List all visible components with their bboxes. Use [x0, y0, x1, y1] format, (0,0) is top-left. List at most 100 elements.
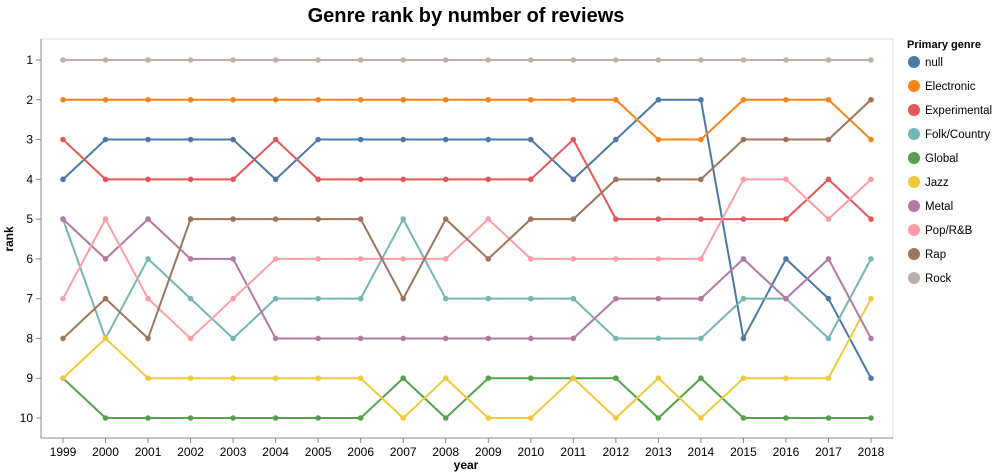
data-point-jazz	[357, 375, 364, 382]
series-jazz	[60, 295, 874, 421]
data-point-jazz	[272, 375, 279, 382]
data-point-pop-r-b	[570, 256, 577, 262]
data-point-metal	[400, 335, 407, 342]
data-point-rock	[357, 57, 364, 63]
y-tick-label: 4	[26, 172, 33, 186]
data-point-rock	[400, 57, 407, 63]
legend-label-null: null	[925, 57, 943, 69]
data-point-null	[60, 176, 66, 183]
data-point-rap	[230, 216, 236, 222]
data-point-global	[825, 415, 832, 421]
data-point-global	[315, 415, 321, 421]
data-point-electronic	[655, 136, 662, 143]
data-point-pop-r-b	[698, 256, 704, 262]
x-tick-label: 1999	[50, 445, 77, 459]
data-point-pop-r-b	[272, 256, 279, 262]
data-point-metal	[230, 256, 236, 262]
data-point-rap	[187, 216, 194, 222]
x-tick-label: 2003	[220, 445, 247, 459]
data-point-pop-r-b	[442, 256, 449, 262]
legend-swatch-pop-r-b	[908, 224, 920, 236]
legend-item-metal: Metal	[908, 200, 953, 213]
legend-label-metal: Metal	[925, 201, 953, 213]
data-point-experimental	[230, 176, 236, 183]
data-point-rock	[102, 57, 109, 63]
legend-label-electronic: Electronic	[925, 81, 976, 93]
data-point-folk-country	[230, 335, 236, 342]
legend-item-jazz: Jazz	[908, 176, 949, 189]
series-line-electronic	[63, 98, 872, 141]
data-point-folk-country	[868, 256, 874, 262]
data-point-experimental	[783, 216, 789, 222]
data-point-rap	[357, 216, 364, 222]
data-point-global	[102, 415, 109, 421]
data-point-metal	[187, 256, 194, 262]
data-point-jazz	[442, 375, 449, 382]
legend-swatch-electronic	[908, 80, 920, 92]
data-point-experimental	[357, 176, 364, 183]
data-point-null	[698, 96, 704, 103]
legend-label-rock: Rock	[925, 273, 951, 285]
data-point-experimental	[442, 176, 449, 183]
legend-items: null Electronic Experimental Folk/Country Gl…	[908, 56, 992, 285]
data-point-experimental	[613, 216, 619, 222]
data-point-folk-country	[698, 335, 704, 342]
data-point-global	[230, 415, 236, 421]
data-point-electronic	[400, 96, 407, 103]
y-tick-label: 8	[26, 331, 33, 345]
data-point-jazz	[613, 415, 619, 421]
x-tick-label: 2001	[135, 445, 162, 459]
data-point-jazz	[698, 415, 704, 421]
x-tick-label: 2007	[390, 445, 417, 459]
x-tick-label: 2017	[815, 445, 842, 459]
series-line-metal	[62, 218, 872, 340]
legend-item-rock: Rock	[908, 272, 951, 285]
legend-item-electronic: Electronic	[908, 80, 976, 93]
data-point-electronic	[145, 96, 151, 103]
data-point-rock	[613, 57, 619, 63]
data-point-experimental	[145, 176, 151, 183]
data-point-metal	[145, 216, 151, 222]
data-point-folk-country	[655, 335, 662, 342]
data-point-null	[570, 176, 577, 183]
data-point-pop-r-b	[315, 256, 321, 262]
data-point-electronic	[783, 96, 789, 103]
x-axis-title: year	[454, 458, 479, 472]
data-point-folk-country	[272, 295, 279, 302]
data-point-electronic	[698, 136, 704, 143]
x-tick-label: 2018	[858, 445, 885, 459]
legend-item-rap: Rap	[908, 248, 946, 261]
legend-swatch-null	[908, 56, 920, 68]
data-point-electronic	[315, 96, 321, 103]
y-tick-label: 2	[26, 93, 33, 107]
chart-title: Genre rank by number of reviews	[308, 5, 625, 27]
data-point-electronic	[230, 96, 236, 103]
series-rap	[60, 96, 874, 342]
data-point-folk-country	[613, 335, 619, 342]
data-point-rock	[60, 57, 66, 63]
data-point-rock	[485, 57, 492, 63]
data-point-rock	[315, 57, 321, 63]
data-point-global	[272, 415, 279, 421]
x-tick-label: 2009	[475, 445, 502, 459]
data-point-experimental	[825, 176, 832, 183]
data-point-global	[187, 415, 194, 421]
data-point-pop-r-b	[187, 335, 194, 342]
data-point-electronic	[357, 96, 364, 103]
legend-item-global: Global	[908, 152, 958, 165]
data-point-electronic	[442, 96, 449, 103]
data-point-rock	[187, 57, 194, 63]
data-point-folk-country	[400, 216, 407, 222]
data-point-jazz	[570, 375, 577, 382]
data-point-rock	[698, 57, 704, 63]
data-point-experimental	[527, 176, 534, 183]
series-electronic	[60, 96, 874, 143]
data-point-folk-country	[187, 295, 194, 302]
data-point-global	[868, 415, 874, 421]
data-point-rap	[485, 256, 492, 262]
data-point-null	[868, 375, 874, 382]
y-tick-label: 7	[26, 292, 33, 306]
data-point-jazz	[315, 375, 321, 382]
x-axis: 1999 2000 2001 2002 2003 2004 2005 2006 2007 2008…	[41, 437, 893, 459]
